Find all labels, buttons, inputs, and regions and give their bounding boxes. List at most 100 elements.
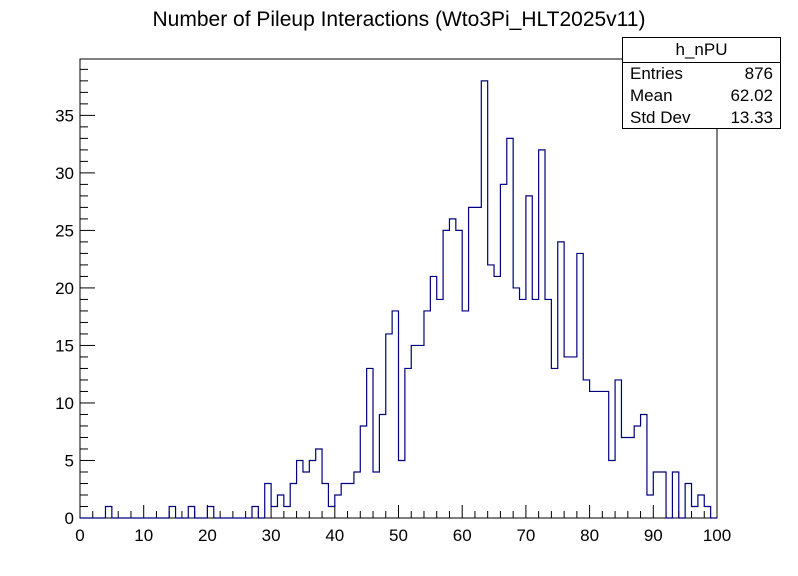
y-tick-label: 25 xyxy=(55,221,74,240)
histogram-bin xyxy=(520,299,526,518)
histogram-bin xyxy=(456,230,462,518)
histogram-bin xyxy=(545,299,551,518)
stats-label: Std Dev xyxy=(630,108,691,127)
histogram-bin xyxy=(526,196,532,518)
histogram-bin xyxy=(207,506,213,518)
histogram-bin xyxy=(475,207,481,518)
histogram-bin xyxy=(348,483,354,518)
histogram-bin xyxy=(424,311,430,518)
axis-tick-labels: 0 10 20 30 40 50 60 70 80 90 100 0 5 10 15 20 25 30 35 xyxy=(55,106,731,545)
histogram-bin xyxy=(469,207,475,518)
y-tick-label: 5 xyxy=(65,451,74,470)
histogram-bin xyxy=(354,472,360,518)
y-tick-label: 15 xyxy=(55,336,74,355)
histogram-bin xyxy=(692,506,698,518)
histogram-bin xyxy=(507,138,513,518)
histogram-bin xyxy=(513,288,519,518)
histogram-bin xyxy=(615,380,621,518)
histogram-bin xyxy=(386,334,392,518)
x-tick-label: 50 xyxy=(389,526,408,545)
histogram-bin xyxy=(392,311,398,518)
histogram-bin xyxy=(309,460,315,518)
stats-row-mean: Mean 62.02 xyxy=(623,85,780,107)
histogram-bin xyxy=(399,460,405,518)
histogram-bin xyxy=(577,253,583,518)
x-tick-label: 20 xyxy=(198,526,217,545)
histogram-bin xyxy=(265,483,271,518)
histogram-bin xyxy=(430,276,436,518)
histogram-bin xyxy=(551,368,557,518)
histogram-bin xyxy=(494,276,500,518)
histogram-bin xyxy=(271,506,277,518)
y-tick-label: 20 xyxy=(55,279,74,298)
histogram-bin xyxy=(437,299,443,518)
histogram-bin xyxy=(628,437,634,518)
stats-value: 62.02 xyxy=(730,86,773,105)
histogram-bin xyxy=(290,483,296,518)
histogram-bin xyxy=(647,495,653,518)
histogram-bin xyxy=(704,506,710,518)
histogram-bin xyxy=(641,414,647,518)
histogram-bin xyxy=(335,495,341,518)
histogram-bin xyxy=(590,391,596,518)
x-tick-label: 40 xyxy=(325,526,344,545)
stats-row-stddev: Std Dev 13.33 xyxy=(623,107,780,129)
stats-label: Entries xyxy=(630,64,683,83)
histogram-bin xyxy=(252,506,258,518)
histogram-bin xyxy=(653,472,659,518)
histogram-bin xyxy=(360,426,366,518)
stats-label: Mean xyxy=(630,86,673,105)
histogram-bin xyxy=(462,311,468,518)
histogram-bin xyxy=(418,345,424,518)
y-tick-label: 10 xyxy=(55,394,74,413)
histogram-bin xyxy=(316,449,322,518)
histogram-bin xyxy=(169,506,175,518)
x-tick-label: 10 xyxy=(134,526,153,545)
histogram-bin xyxy=(188,506,194,518)
histogram-bin xyxy=(379,414,385,518)
stats-value: 876 xyxy=(744,64,773,83)
histogram-bin xyxy=(488,265,494,518)
y-tick-label: 0 xyxy=(65,509,74,528)
stats-box: h_nPU Entries 876 Mean 62.02 Std Dev 13.… xyxy=(622,37,781,129)
histogram-bin xyxy=(105,506,111,518)
histogram-outline xyxy=(80,80,717,519)
x-tick-label: 60 xyxy=(453,526,472,545)
histogram-bin xyxy=(449,219,455,518)
histogram-bin xyxy=(481,81,487,518)
histogram-bin xyxy=(558,242,564,518)
x-tick-label: 80 xyxy=(580,526,599,545)
y-tick-label: 35 xyxy=(55,106,74,125)
x-tick-label: 100 xyxy=(703,526,731,545)
histogram-bin xyxy=(284,506,290,518)
histogram-bin xyxy=(532,299,538,518)
histogram-bin xyxy=(602,391,608,518)
stats-row-entries: Entries 876 xyxy=(623,63,780,85)
histogram-bin xyxy=(596,391,602,518)
histogram-bins xyxy=(80,80,717,519)
histogram-bin xyxy=(405,368,411,518)
histogram-bin xyxy=(303,472,309,518)
histogram-bin xyxy=(583,380,589,518)
histogram-bin xyxy=(443,230,449,518)
histogram-bin xyxy=(698,495,704,518)
histogram-bin xyxy=(297,460,303,518)
histogram-bin xyxy=(539,150,545,518)
x-tick-label: 30 xyxy=(262,526,281,545)
chart-title: Number of Pileup Interactions (Wto3Pi_HL… xyxy=(152,8,646,31)
y-tick-label: 30 xyxy=(55,164,74,183)
x-tick-label: 0 xyxy=(75,526,84,545)
histogram-bin xyxy=(500,184,506,518)
histogram-bin xyxy=(367,368,373,518)
histogram-bin xyxy=(634,426,640,518)
histogram-bin xyxy=(341,483,347,518)
x-tick-label: 90 xyxy=(644,526,663,545)
histogram-bin xyxy=(328,506,334,518)
x-tick-label: 70 xyxy=(516,526,535,545)
histogram-bin xyxy=(277,495,283,518)
histogram-bin xyxy=(672,472,678,518)
stats-histogram-name: h_nPU xyxy=(623,38,780,63)
histogram-bin xyxy=(411,345,417,518)
histogram-bin xyxy=(570,357,576,518)
histogram-bin xyxy=(621,437,627,518)
